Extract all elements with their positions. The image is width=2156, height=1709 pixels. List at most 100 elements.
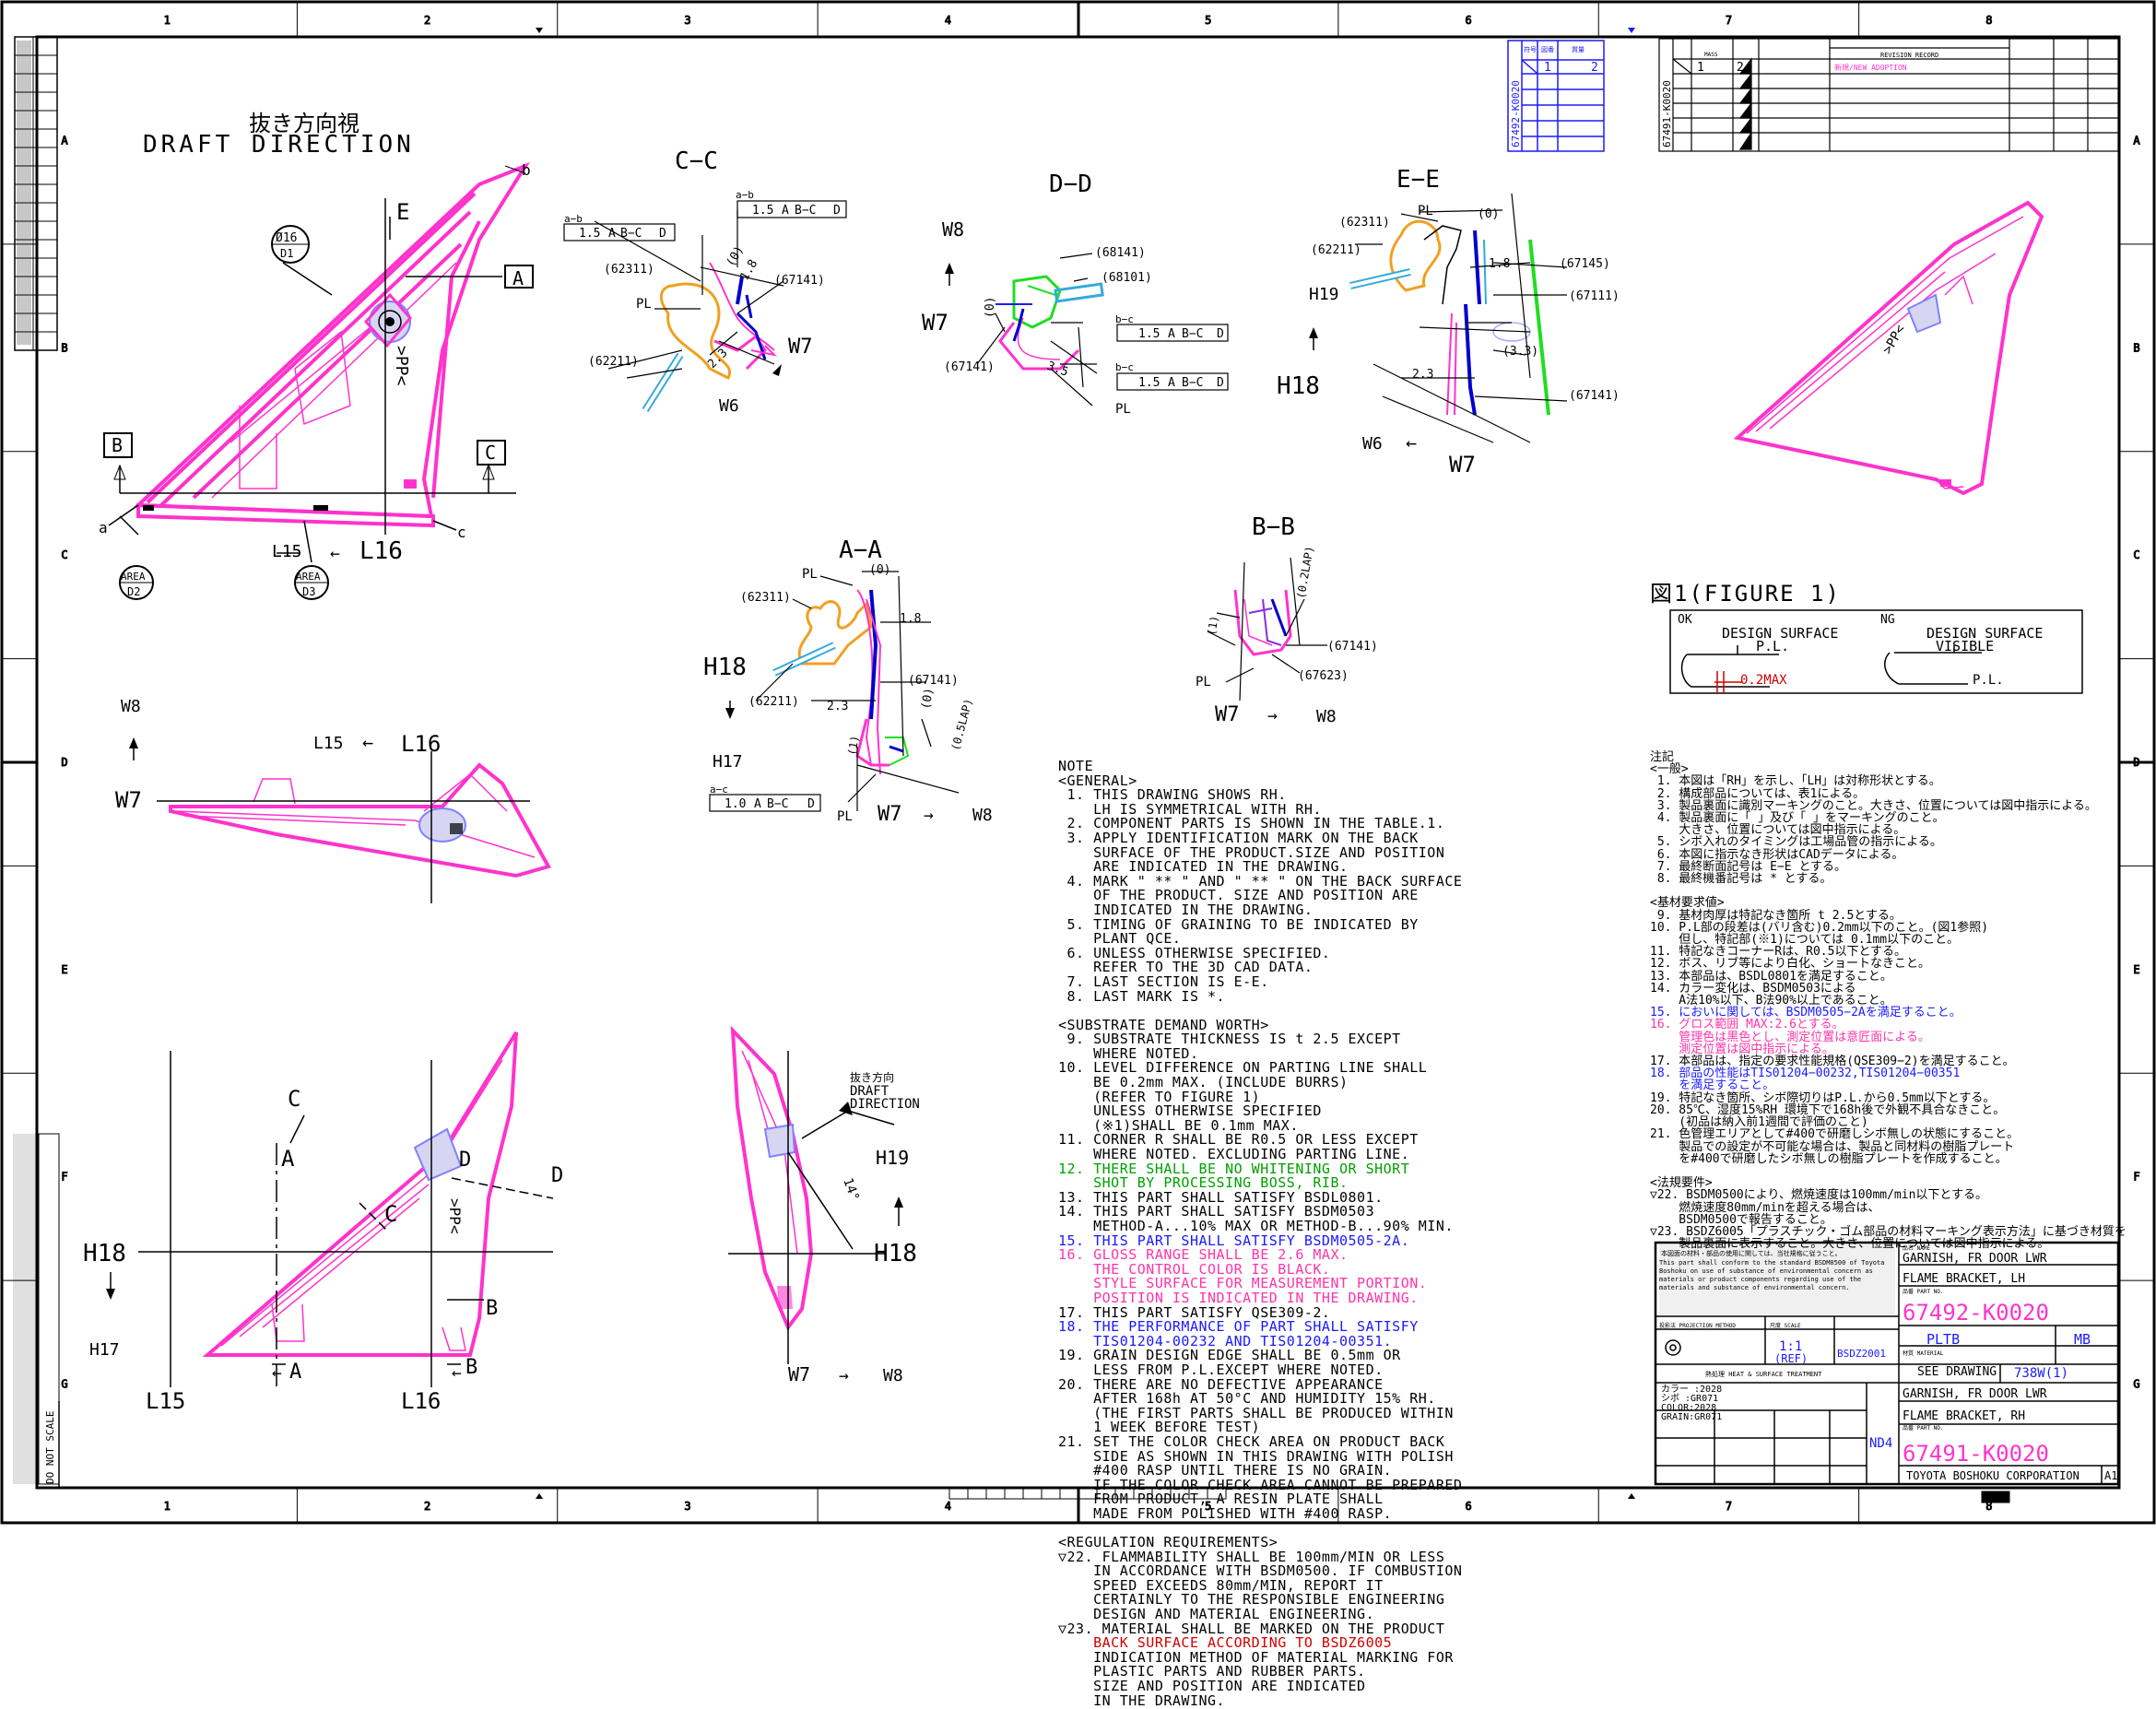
note-line: ▽23. BSDZ6005「プラスチック・ゴム部品の材料マーキング表示方法」に基… [1650, 1224, 2127, 1239]
svg-text:A−A: A−A [839, 536, 882, 564]
svg-text:W7: W7 [788, 336, 813, 359]
note-line: 6. UNLESS OTHERWISE SPECIFIED. [1058, 944, 1331, 961]
note-line: 20. 85℃、湿度15%RH 環境下で168h後で外観不具合なきこと。 [1650, 1102, 2006, 1117]
note-line: (初品は納入前1週間で評価のこと) [1650, 1115, 1868, 1130]
svg-text:B: B [112, 434, 123, 456]
note-line: 15. THIS PART SHALL SATISFY BSDM0505-2A. [1058, 1232, 1410, 1249]
note-line: SIZE AND POSITION ARE INDICATED [1058, 1678, 1366, 1694]
note-line: UNLESS OTHERWISE SPECIFIED [1058, 1102, 1322, 1120]
note-line: LESS FROM P.L.EXCEPT WHERE NOTED. [1058, 1361, 1384, 1378]
note-line: 20. THERE ARE NO DEFECTIVE APPEARANCE [1058, 1375, 1384, 1393]
svg-text:67492-K0020: 67492-K0020 [1903, 1300, 2049, 1326]
svg-text:A: A [754, 797, 761, 811]
svg-text:B: B [486, 1297, 498, 1320]
note-line: ▽23. MATERIAL SHALL BE MARKED ON THE PRO… [1058, 1620, 1445, 1637]
svg-text:H17: H17 [89, 1340, 120, 1360]
note-line: 7. LAST SECTION IS E-E. [1058, 972, 1269, 990]
bottom-ruler [948, 1487, 2010, 1503]
note-line: A法10%以下、B法90%以上であること。 [1650, 994, 1892, 1008]
section-cc [563, 200, 847, 413]
zone-col-label: 5 [1205, 14, 1211, 27]
figure-1-text: 図1(FIGURE 1) OK NG DESIGN SURFACE P.L. 0… [1650, 581, 2043, 688]
svg-text:(62311): (62311) [1339, 216, 1390, 230]
svg-text:A: A [512, 267, 524, 289]
note-line: 15. においに関しては、BSDM0505−2Aを満足すること。 [1650, 1006, 1962, 1020]
svg-text:FLAME BRACKET, RH: FLAME BRACKET, RH [1903, 1409, 2025, 1423]
note-line: PLASTIC PARTS AND RUBBER PARTS. [1058, 1663, 1366, 1680]
note-line: SIDE AS SHOWN IN THIS DRAWING WITH POLIS… [1058, 1447, 1454, 1465]
note-line: 7. 最終断面記号は E−E とする。 [1650, 859, 1847, 874]
svg-text:品番 PART NO.: 品番 PART NO. [1903, 1289, 1944, 1295]
svg-text:(62211): (62211) [748, 695, 799, 709]
svg-text:SEE DRAWING: SEE DRAWING [1917, 1365, 1997, 1379]
svg-text:W8: W8 [1316, 707, 1337, 726]
svg-text:67491-K0020: 67491-K0020 [1903, 1441, 2049, 1467]
svg-text:L15: L15 [272, 542, 302, 561]
note-line: 大きさ、位置については図中指示による。 [1650, 823, 1906, 838]
zone-col-label: 4 [945, 1500, 951, 1513]
svg-text:DRAFT: DRAFT [850, 1084, 889, 1099]
svg-text:図番: 図番 [1541, 46, 1554, 53]
zone-col-label: 8 [1985, 14, 1992, 27]
svg-text:D: D [551, 1164, 563, 1187]
note-line: REFER TO THE 3D CAD DATA. [1058, 959, 1314, 976]
svg-text:W8: W8 [942, 218, 964, 241]
note-line: TIS01204-00232 AND TIS01204-00351. [1058, 1332, 1393, 1350]
svg-text:P.L.: P.L. [1756, 638, 1789, 654]
note-line: IN THE DRAWING. [1058, 1691, 1226, 1709]
title-block [1654, 1241, 2120, 1486]
svg-text:→: → [1267, 706, 1278, 725]
zone-row-label: E [61, 963, 67, 976]
svg-text:PL: PL [1418, 204, 1433, 218]
svg-text:投影法 PROJECTION METHOD: 投影法 PROJECTION METHOD [1659, 1322, 1736, 1329]
note-line: 17. 本部品は、指定の要求性能規格(QSE309−2)を満足すること。 [1650, 1055, 2015, 1069]
note-line: 1. 本図は「RH」を示し、「LH」は対称形状とする。 [1650, 774, 1941, 789]
svg-text:品番 PART NO.: 品番 PART NO. [1903, 1425, 1944, 1432]
zone-row-label: D [61, 756, 67, 769]
svg-text:1.0: 1.0 [725, 797, 746, 811]
note-line: <法規要件> [1650, 1176, 1713, 1191]
svg-text:W7: W7 [1449, 452, 1476, 477]
svg-text:COLOR:2028: COLOR:2028 [1661, 1403, 1716, 1413]
note-line: 6. 本図に指示なき形状はCADデータによる。 [1650, 847, 1904, 862]
note-line: 4. 製品裏面に「 」及び「 」をマーキングのこと。 [1650, 811, 1945, 826]
svg-text:PL: PL [636, 297, 652, 312]
main-view-text: 抜き方向視 DRAFT DIRECTION E A B C b a c Ø16 … [99, 111, 531, 598]
svg-text:シボ :GR071: シボ :GR071 [1661, 1393, 1718, 1404]
note-line: INDICATED IN THE DRAWING. [1058, 901, 1314, 918]
svg-text:符号: 符号 [1524, 45, 1537, 53]
parts-table-text: 符号 図番 質量 1 2 67492-K0020 [1510, 45, 1598, 147]
svg-text:B−C: B−C [620, 227, 642, 241]
svg-text:DESIGN SURFACE: DESIGN SURFACE [1722, 625, 1838, 642]
svg-text:ND4: ND4 [1869, 1436, 1892, 1451]
svg-text:(67145): (67145) [1560, 257, 1610, 271]
svg-text:W8: W8 [121, 697, 141, 716]
svg-text:OK: OK [1678, 613, 1692, 627]
note-line: POSITION IS INDICATED IN THE DRAWING. [1058, 1289, 1419, 1306]
svg-text:H19: H19 [1309, 285, 1339, 304]
svg-text:D: D [1217, 376, 1224, 390]
parts-table [1507, 40, 1605, 152]
svg-text:MB: MB [2074, 1331, 2091, 1348]
section-dd-text: D−D W8 W7 (68141) (68101) (67141) b−c b−… [922, 171, 1224, 417]
svg-text:(62211): (62211) [1311, 243, 1361, 257]
svg-text:A: A [289, 1361, 301, 1384]
note-line: 3. APPLY IDENTIFICATION MARK ON THE BACK [1058, 829, 1419, 846]
note-line: <基材要求値> [1650, 896, 1725, 911]
main-view [103, 161, 534, 600]
note-line: SURFACE OF THE PRODUCT.SIZE AND POSITION [1058, 843, 1445, 861]
svg-text:1.5: 1.5 [1138, 327, 1160, 341]
note-line: BSDM0500で報告すること。 [1650, 1212, 1832, 1227]
general-notes-japanese: 注記 <一般> 1. 本図は「RH」を示し、「LH」は対称形状とする。 2. 構成… [1650, 751, 2127, 1251]
general-notes-english: NOTE <GENERAL> 1. THIS DRAWING SHOWS RH. … [1058, 759, 1463, 1709]
svg-text:W7: W7 [788, 1363, 810, 1385]
svg-text:Ø16: Ø16 [276, 231, 297, 245]
svg-text:1: 1 [1544, 61, 1551, 75]
zone-row-label: F [61, 1171, 67, 1184]
svg-text:PL: PL [837, 809, 853, 824]
svg-text:尺度 SCALE: 尺度 SCALE [1770, 1322, 1801, 1329]
note-line: CERTAINLY TO THE RESPONSIBLE ENGINEERING [1058, 1591, 1445, 1609]
note-line: 4. MARK " ** " AND " ** " ON THE BACK SU… [1058, 872, 1463, 890]
title-block-text: 本図面の材料・部品の使用に関しては、当社規格に従うこと。 This part s… [1659, 1244, 2117, 1482]
note-line: WHERE NOTED. EXCLUDING PARTING LINE. [1058, 1146, 1410, 1163]
